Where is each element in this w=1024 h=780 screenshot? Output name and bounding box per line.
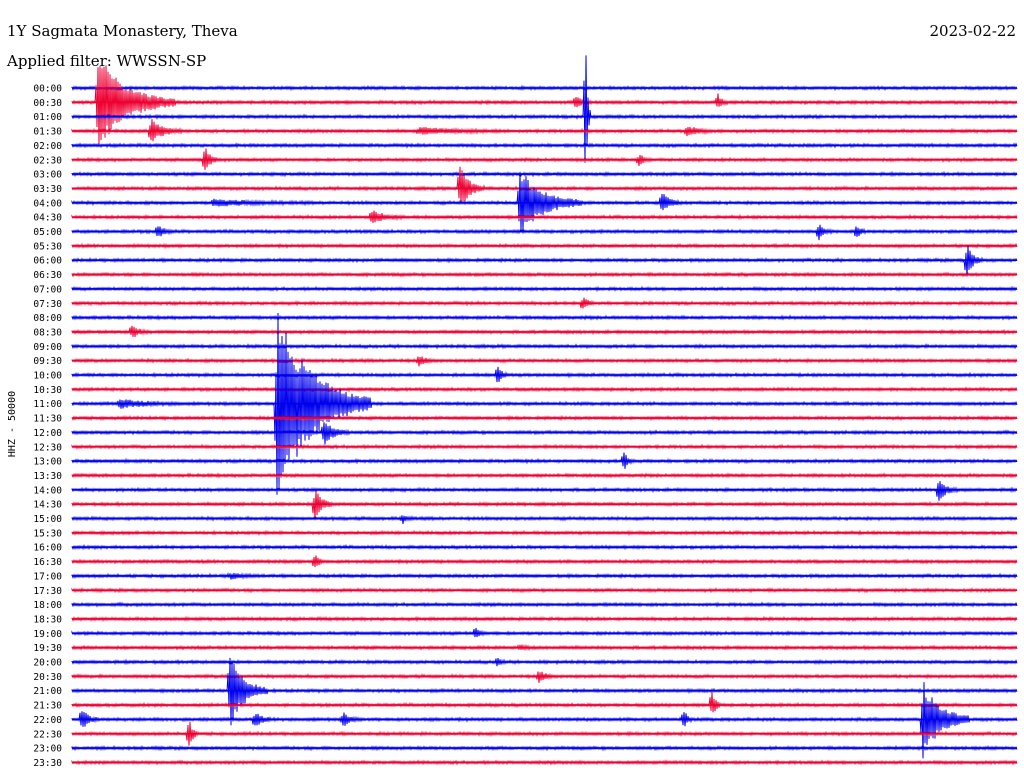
time-label: 20:00 — [33, 658, 62, 669]
filter-label: Applied filter: WWSSN-SP — [6, 52, 206, 70]
time-label: 01:00 — [33, 112, 62, 123]
time-label: 19:30 — [33, 643, 62, 654]
time-label: 03:30 — [33, 184, 62, 195]
time-label: 09:30 — [33, 356, 62, 367]
time-label: 06:00 — [33, 256, 62, 267]
time-label: 14:00 — [33, 485, 62, 496]
trace-row — [71, 224, 1018, 241]
time-label: 16:30 — [33, 557, 62, 568]
trace-row — [71, 119, 1018, 142]
time-label: 23:30 — [33, 758, 62, 769]
trace-row — [71, 515, 1018, 524]
time-label: 08:30 — [33, 327, 62, 338]
time-label: 18:30 — [33, 614, 62, 625]
time-label: 05:00 — [33, 227, 62, 238]
time-label: 16:00 — [33, 543, 62, 554]
time-label: 17:00 — [33, 571, 62, 582]
time-label: 13:00 — [33, 457, 62, 468]
time-label: 13:30 — [33, 471, 62, 482]
time-label: 02:00 — [33, 141, 62, 152]
y-axis-label: HHZ - 50000 — [7, 391, 18, 457]
time-label: 18:00 — [33, 600, 62, 611]
time-label: 00:30 — [33, 98, 62, 109]
station-title: 1Y Sagmata Monastery, Theva — [7, 22, 238, 40]
trace-row — [71, 481, 1018, 501]
time-label: 17:30 — [33, 586, 62, 597]
trace-row — [71, 657, 1018, 726]
time-label: 12:00 — [33, 428, 62, 439]
time-label: 09:00 — [33, 342, 62, 353]
time-label: 19:00 — [33, 629, 62, 640]
trace-row — [71, 246, 1018, 277]
time-label: 06:30 — [33, 270, 62, 281]
time-label: 07:30 — [33, 299, 62, 310]
time-label: 02:30 — [33, 155, 62, 166]
time-label: 22:30 — [33, 729, 62, 740]
time-label: 05:30 — [33, 241, 62, 252]
time-labels: 00:00 00:30 01:00 01:30 02:00 02:30 03:00 03:30… — [33, 84, 62, 769]
time-label: 03:00 — [33, 170, 62, 181]
time-label: 15:30 — [33, 528, 62, 539]
time-label: 10:30 — [33, 385, 62, 396]
time-label: 15:00 — [33, 514, 62, 525]
time-label: 10:00 — [33, 371, 62, 382]
time-label: 11:30 — [33, 414, 62, 425]
time-label: 04:00 — [33, 198, 62, 209]
time-label: 12:30 — [33, 442, 62, 453]
trace-rows — [71, 55, 1018, 766]
time-label: 14:30 — [33, 500, 62, 511]
time-label: 01:30 — [33, 127, 62, 138]
date-label: 2023-02-22 — [930, 22, 1016, 40]
time-label: 21:00 — [33, 686, 62, 697]
time-label: 23:00 — [33, 744, 62, 755]
time-label: 22:00 — [33, 715, 62, 726]
time-label: 00:00 — [33, 84, 62, 95]
time-label: 11:00 — [33, 399, 62, 410]
trace-row — [71, 671, 1018, 683]
time-label: 20:30 — [33, 672, 62, 683]
time-label: 07:00 — [33, 284, 62, 295]
time-label: 21:30 — [33, 701, 62, 712]
trace-row — [71, 422, 1018, 445]
time-label: 04:30 — [33, 213, 62, 224]
trace-row — [71, 692, 1018, 713]
time-label: 08:00 — [33, 313, 62, 324]
